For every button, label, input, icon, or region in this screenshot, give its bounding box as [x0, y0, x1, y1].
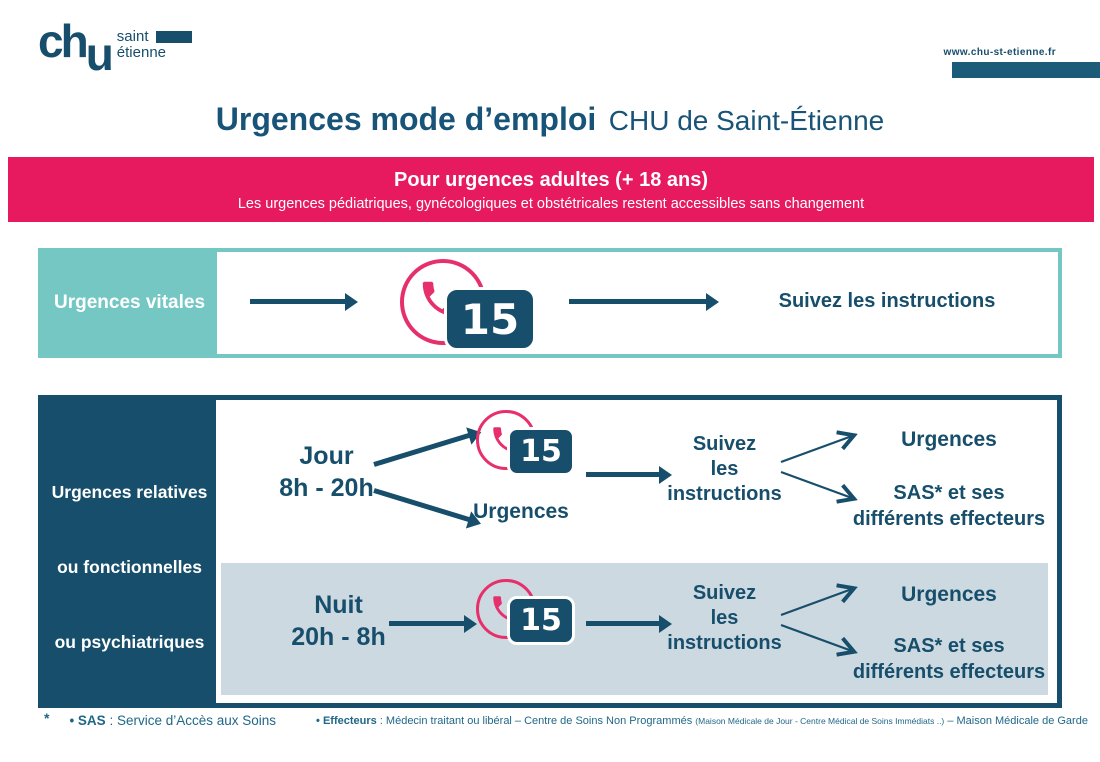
vital-emergencies-box: Urgences vitales 15 Suivez les instructi…: [38, 248, 1062, 358]
day-outcome-sas: SAS* et ses différents effecteurs: [834, 480, 1064, 532]
night-period: Nuit: [314, 591, 363, 619]
night-outcome-urgences: Urgences: [901, 583, 997, 606]
instruction-line: instructions: [667, 483, 782, 505]
night-time-block: Nuit 20h - 8h: [256, 589, 421, 653]
label-ou-psychiatriques: ou psychiatriques: [54, 632, 205, 652]
footnote-star: *: [44, 710, 50, 726]
fork-arrows-icon: [780, 583, 858, 657]
relative-emergencies-labels: Urgences relatives ou fonctionnelles ou …: [43, 400, 216, 703]
day-outcome-urgences: Urgences: [901, 428, 997, 451]
logo-saint: saint: [116, 28, 149, 45]
logo-saint-row: saint: [117, 29, 193, 44]
footnote-sas: • SAS : Service d’Accès aux Soins: [69, 713, 276, 728]
night-outcome-sas: SAS* et ses différents effecteurs: [834, 633, 1064, 685]
day-instruction: Suivez les instructions: [652, 432, 797, 507]
outcome-line: SAS* et ses: [893, 482, 1005, 504]
instruction-line: Suivez: [692, 433, 757, 455]
website-link[interactable]: www.chu-st-etienne.fr: [943, 47, 1056, 58]
instruction-line: les: [710, 607, 739, 629]
call-15-icon: 15: [400, 259, 536, 351]
banner-subtitle: Les urgences pédiatriques, gynécologique…: [237, 196, 865, 212]
day-hours: 8h - 20h: [279, 474, 374, 502]
page-title: Urgences mode d’emploi CHU de Saint-Étie…: [0, 101, 1100, 138]
day-time-block: Jour 8h - 20h: [244, 440, 409, 504]
call-15-icon: 15: [476, 579, 575, 645]
footnote-effecteurs: • Effecteurs : Médecin traitant ou libér…: [316, 713, 1088, 727]
footnotes: * • SAS : Service d’Accès aux Soins • Ef…: [44, 710, 1088, 729]
logo-etienne: étienne: [116, 44, 167, 61]
footnote-sas-term: • SAS: [69, 713, 106, 728]
call-15-icon: 15: [476, 410, 575, 476]
outcome-line: différents effecteurs: [852, 508, 1046, 530]
arrow-right-icon: [586, 472, 660, 477]
instruction-line: les: [710, 458, 739, 480]
banner-title: Pour urgences adultes (+ 18 ans): [394, 169, 708, 191]
footnote-eff-definition: : Médecin traitant ou libéral – Centre d…: [376, 715, 696, 727]
outcome-line: différents effecteurs: [852, 661, 1046, 683]
phone-number-badge: 15: [507, 596, 575, 645]
night-flow-row: Nuit 20h - 8h 15 Suivez les instructions: [221, 563, 1048, 695]
day-period: Jour: [299, 442, 354, 470]
night-hours: 20h - 8h: [291, 623, 386, 651]
relative-emergencies-box: Urgences relatives ou fonctionnelles ou …: [38, 395, 1062, 708]
arrow-right-icon: [250, 299, 346, 304]
arrow-right-icon: [586, 621, 660, 626]
website-underline-bar: [952, 62, 1100, 78]
day-flow-row: Jour 8h - 20h 15 Urgences Suivez les ins…: [216, 400, 1057, 563]
adults-banner: Pour urgences adultes (+ 18 ans) Les urg…: [8, 157, 1094, 222]
chu-logo-text: chu: [38, 15, 114, 77]
phone-number-badge: 15: [444, 287, 536, 351]
logo-u: u: [85, 28, 114, 80]
instruction-line: Suivez: [692, 582, 757, 604]
arrow-right-icon: [569, 299, 707, 304]
vital-instruction: Suivez les instructions: [778, 290, 996, 312]
fork-arrows-icon: [780, 430, 858, 504]
arrow-right-icon: [389, 621, 465, 626]
footnote-eff-parenthetical: (Maison Médicale de Jour - Centre Médica…: [695, 716, 945, 726]
logo-wordmark: saint étienne: [117, 29, 193, 60]
label-urgences-relatives: Urgences relatives: [51, 482, 208, 502]
vital-emergencies-label: Urgences vitales: [42, 252, 217, 354]
day-alt-target-urgences: Urgences: [473, 500, 569, 523]
phone-number-badge: 15: [507, 427, 575, 476]
footnote-eff-term: • Effecteurs: [316, 715, 377, 727]
chu-logo: chu saint étienne: [38, 18, 193, 77]
outcome-line: SAS* et ses: [893, 635, 1005, 657]
page-title-suffix: CHU de Saint-Étienne: [608, 105, 885, 136]
footnote-sas-definition: : Service d’Accès aux Soins: [105, 713, 277, 728]
vital-emergencies-flow: 15 Suivez les instructions: [217, 252, 1058, 354]
logo-ch: ch: [38, 15, 89, 67]
footnote-eff-tail: – Maison Médicale de Garde: [944, 715, 1088, 727]
label-ou-fonctionnelles: ou fonctionnelles: [57, 557, 202, 577]
night-instruction: Suivez les instructions: [652, 581, 797, 656]
relative-emergencies-flows: Jour 8h - 20h 15 Urgences Suivez les ins…: [216, 400, 1057, 703]
logo-rectangle-mark: [156, 31, 193, 44]
page-title-main: Urgences mode d’emploi: [215, 101, 597, 137]
instruction-line: instructions: [667, 632, 782, 654]
